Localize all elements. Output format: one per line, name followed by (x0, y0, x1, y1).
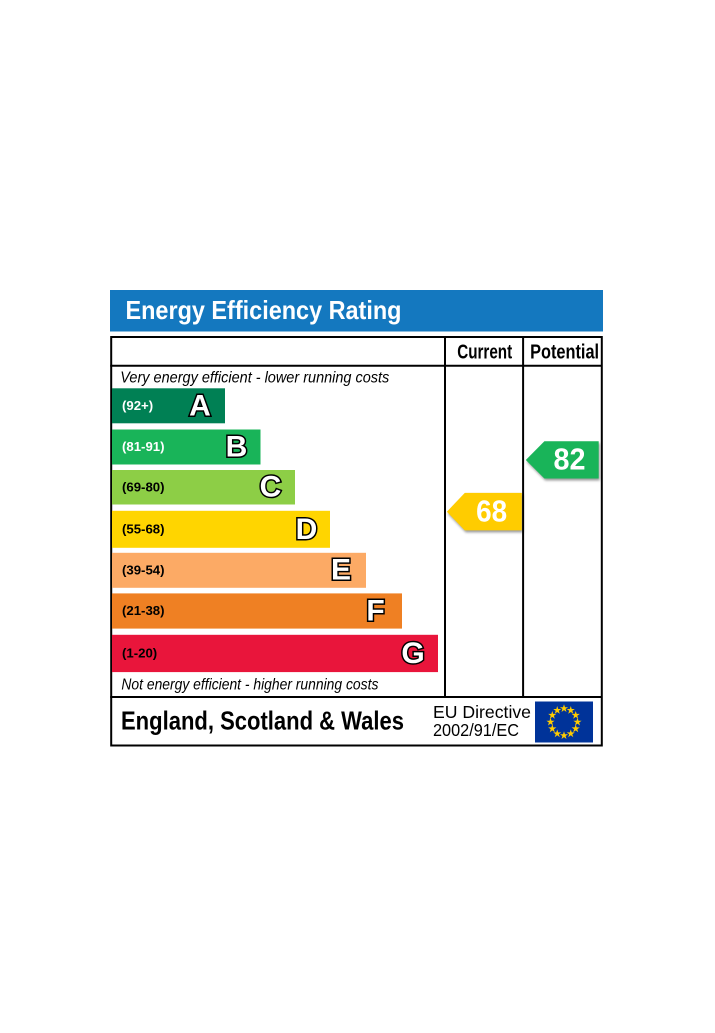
svg-text:G: G (401, 637, 424, 670)
svg-text:C: C (260, 471, 282, 504)
svg-text:England, Scotland & Wales: England, Scotland & Wales (121, 706, 404, 736)
svg-text:Energy Efficiency Rating: Energy Efficiency Rating (126, 295, 402, 325)
svg-text:EU Directive: EU Directive (433, 702, 531, 722)
svg-text:(39-54): (39-54) (122, 562, 165, 577)
svg-text:68: 68 (476, 494, 507, 529)
svg-text:82: 82 (554, 441, 586, 476)
svg-text:E: E (331, 554, 351, 587)
svg-text:(81-91): (81-91) (122, 439, 165, 454)
svg-text:F: F (366, 595, 384, 628)
svg-text:Potential: Potential (530, 341, 599, 363)
svg-text:(92+): (92+) (122, 398, 153, 413)
svg-text:B: B (226, 431, 248, 464)
svg-text:Not energy efficient - higher: Not energy efficient - higher running co… (121, 677, 378, 694)
svg-text:(21-38): (21-38) (122, 603, 165, 618)
svg-text:Very energy efficient - lower: Very energy efficient - lower running co… (120, 370, 389, 387)
svg-text:A: A (189, 390, 211, 423)
svg-text:(55-68): (55-68) (122, 521, 165, 536)
svg-text:D: D (296, 513, 318, 546)
svg-text:(1-20): (1-20) (122, 646, 157, 661)
svg-text:Current: Current (457, 341, 512, 363)
svg-text:(69-80): (69-80) (122, 479, 165, 494)
svg-text:2002/91/EC: 2002/91/EC (433, 720, 519, 740)
